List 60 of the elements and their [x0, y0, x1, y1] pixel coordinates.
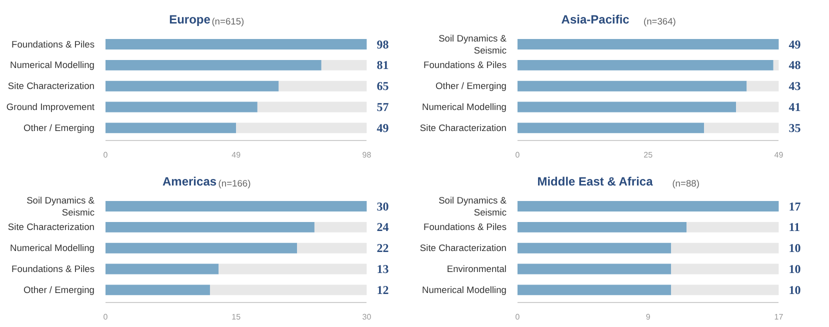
data-label: 65	[376, 79, 389, 94]
data-label: 49	[788, 37, 801, 52]
chart-title: Americas	[162, 174, 217, 188]
x-tick-label: 49	[232, 150, 242, 160]
y-tick-label: Numerical Modelling	[422, 284, 507, 295]
chart-title: Middle East & Africa	[537, 174, 654, 188]
x-tick-label: 25	[644, 150, 654, 160]
y-tick-label: Ground Improvement	[6, 102, 95, 112]
y-tick-label: Soil Dynamics & Seismic	[438, 33, 508, 56]
x-tick-label: 15	[232, 312, 242, 322]
chart-subtitle: (n=88)	[672, 178, 700, 188]
y-tick-label: Site Characterization	[8, 81, 95, 92]
data-label: 41	[788, 100, 801, 114]
data-label: 12	[376, 282, 389, 297]
data-label: 11	[788, 220, 800, 234]
y-tick-label: Other / Emerging	[435, 81, 507, 92]
x-tick-label: 49	[774, 150, 784, 160]
chart-title: Europe	[169, 12, 211, 26]
data-label: 98	[376, 37, 389, 52]
data-label: 13	[376, 262, 389, 276]
data-label: 22	[376, 241, 389, 256]
y-tick-label: Foundations & Piles	[424, 60, 507, 70]
x-tick-label: 0	[103, 312, 108, 322]
x-tick-label: 30	[362, 312, 372, 322]
data-label: 57	[376, 100, 389, 114]
y-tick-label: Foundations & Piles	[424, 222, 507, 232]
chart-subtitle: (n=166)	[218, 178, 251, 188]
data-label: 81	[376, 58, 389, 72]
data-label: 48	[788, 58, 801, 72]
y-tick-label: Numerical Modelling	[422, 102, 507, 112]
chart-title: Asia-Pacific	[561, 12, 630, 26]
data-label: 30	[376, 199, 389, 214]
y-tick-label: Site Characterization	[8, 222, 95, 232]
y-tick-label: Foundations & Piles	[12, 39, 95, 50]
y-tick-label: Other / Emerging	[23, 284, 95, 295]
y-tick-label: Numerical Modelling	[10, 60, 95, 70]
data-label: 17	[788, 199, 801, 214]
chart-subtitle: (n=364)	[644, 16, 676, 26]
x-tick-label: 0	[103, 150, 108, 160]
x-tick-label: 9	[646, 312, 651, 322]
y-tick-label: Numerical Modelling	[10, 243, 95, 254]
data-label: 49	[376, 120, 389, 135]
y-tick-label: Soil Dynamics & Seismic	[438, 195, 508, 218]
data-label: 10	[788, 241, 801, 256]
y-tick-label: Foundations & Piles	[12, 264, 95, 274]
data-label: 35	[788, 120, 801, 135]
y-tick-label: Other / Emerging	[23, 122, 95, 133]
data-label: 24	[376, 220, 389, 234]
x-tick-label: 0	[515, 150, 520, 160]
y-tick-label: Environmental	[446, 264, 507, 274]
x-tick-label: 0	[515, 312, 520, 322]
x-tick-label: 98	[362, 150, 372, 160]
data-label: 10	[788, 282, 801, 297]
y-tick-label: Site Characterization	[420, 243, 507, 254]
x-tick-label: 17	[774, 312, 784, 322]
y-tick-label: Soil Dynamics & Seismic	[26, 195, 96, 218]
data-label: 10	[788, 262, 801, 276]
chart-subtitle: (n=615)	[212, 16, 244, 26]
data-label: 43	[788, 79, 801, 94]
y-tick-label: Site Characterization	[420, 122, 507, 133]
